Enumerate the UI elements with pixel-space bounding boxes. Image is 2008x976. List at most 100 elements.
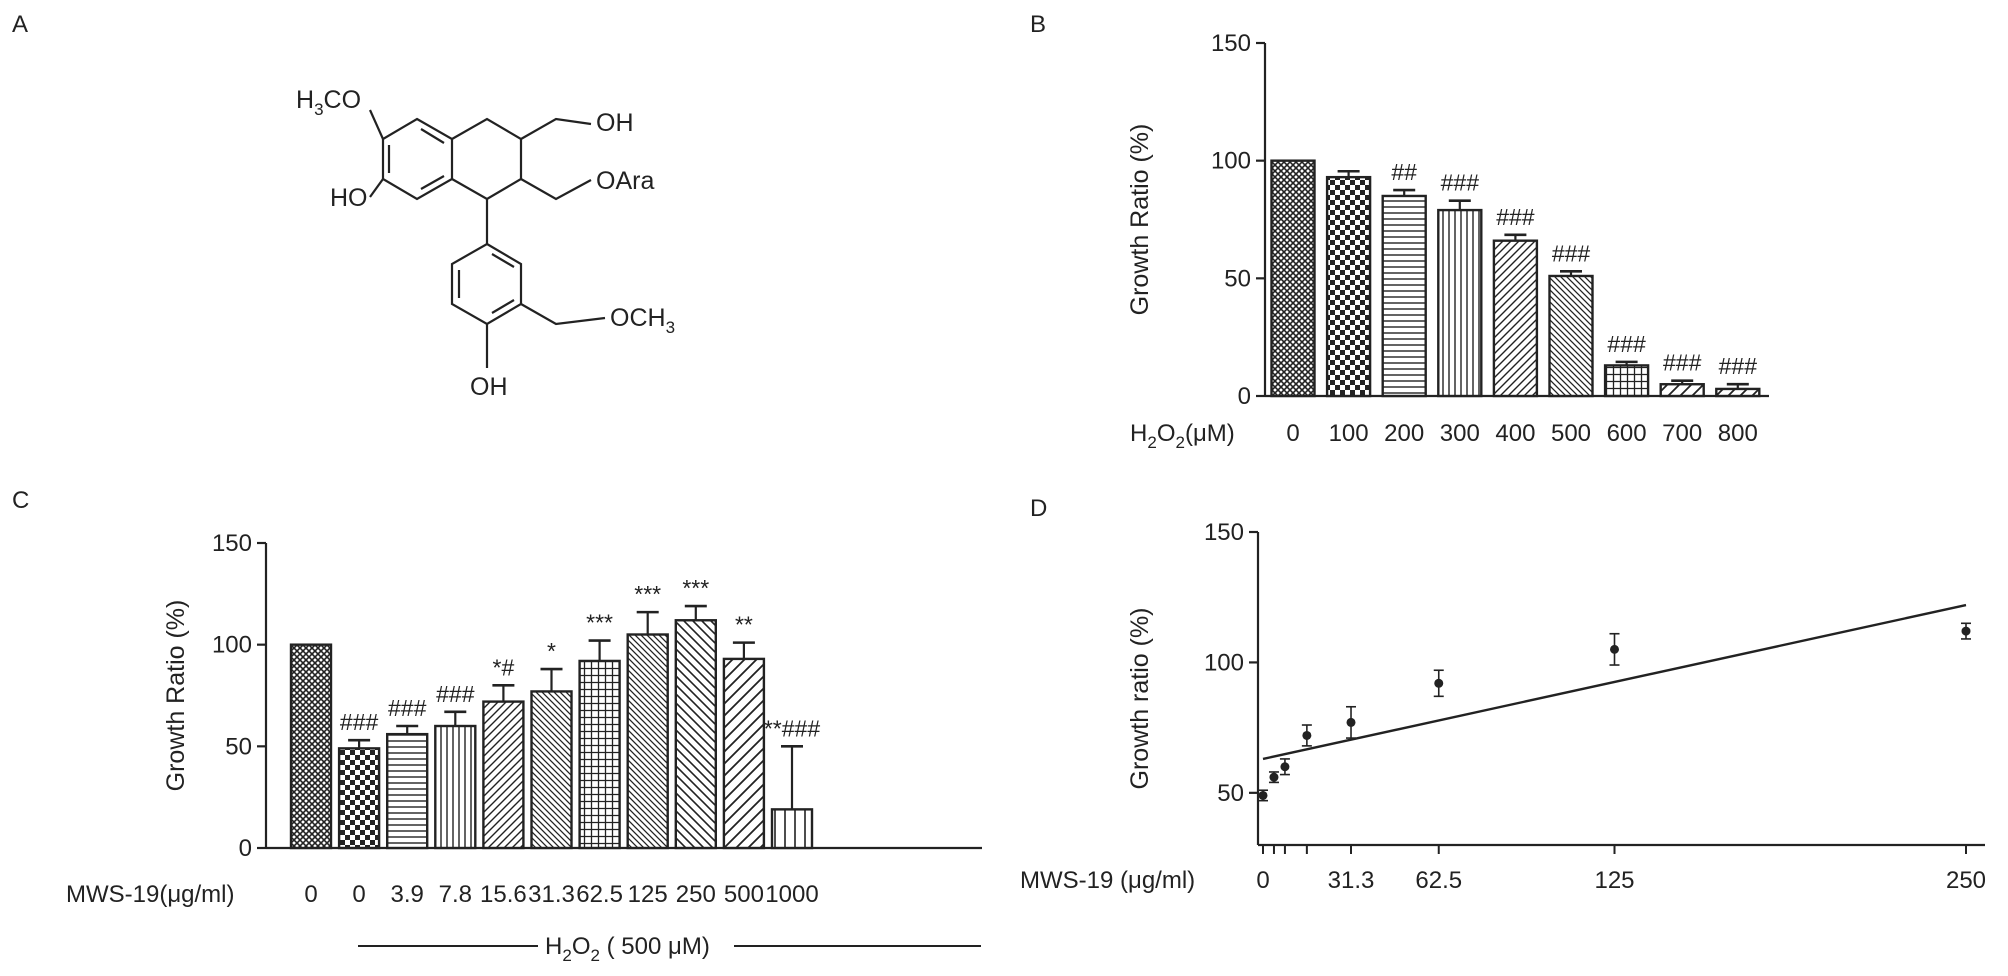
x-tick-label: 700 [1662, 420, 1702, 447]
x-tick-label: 1000 [765, 881, 818, 908]
data-point [1302, 730, 1312, 740]
x-tick-label: 200 [1384, 420, 1424, 447]
significance-label: ### [1496, 204, 1535, 230]
significance-label: *** [586, 610, 613, 636]
bar [434, 724, 477, 850]
x-tick-label: 62.5 [576, 881, 623, 908]
data-point [1434, 678, 1444, 688]
significance-label: ### [1719, 353, 1758, 379]
bar [1270, 159, 1316, 398]
significance-label: ### [1552, 240, 1591, 266]
svg-text:H2O2 ( 500 μM): H2O2 ( 500 μM) [545, 933, 710, 965]
svg-text:H3CO: H3CO [296, 86, 361, 119]
bar [386, 732, 429, 850]
x-tick-label: 100 [1329, 420, 1369, 447]
structure-label-och3: OCH3 [610, 304, 675, 337]
significance-label: ### [340, 709, 379, 735]
bar [1381, 194, 1427, 398]
significance-label: ### [1607, 331, 1646, 357]
bar [770, 808, 814, 850]
y-tick-label: 150 [1204, 519, 1244, 546]
significance-label: **### [764, 715, 820, 741]
data-point [1280, 762, 1290, 772]
x-tick-label: 400 [1495, 420, 1535, 447]
significance-label: ### [1663, 350, 1702, 376]
svg-text:H2O2(μM): H2O2(μM) [1130, 420, 1235, 452]
significance-label: *** [634, 581, 661, 607]
structure-label-oh-top: OH [596, 109, 634, 137]
bar [1492, 239, 1539, 398]
x-tick-label: 500 [1551, 420, 1591, 447]
chart-c: 0 50 100 150 Growth Ratio (%) 0 0 ### 3.9 ### 7.8 #… [162, 530, 982, 908]
chart-b-xaxis-label: H2O2(μM) [1130, 420, 1235, 452]
bar [1659, 383, 1705, 398]
bar [1603, 364, 1650, 398]
regression-line [1262, 603, 1967, 761]
bar [1548, 274, 1594, 398]
x-tick-label: 500 [724, 881, 764, 908]
svg-text:OCH3: OCH3 [610, 304, 675, 337]
structure-label-h3co: H3CO [296, 86, 361, 119]
bar [1325, 175, 1372, 398]
y-tick-label: 100 [1211, 148, 1251, 175]
chart-d: 50 100 150 Growth ratio (%) 0 31.3 62.5 125 250 [1126, 519, 1986, 894]
y-tick-label: 150 [1211, 30, 1251, 57]
x-tick-label: 0 [304, 881, 317, 908]
panel-letter-b: B [1030, 11, 1046, 38]
data-point [1258, 790, 1268, 800]
x-tick-label: 31.3 [528, 881, 575, 908]
data-point [1610, 644, 1619, 654]
chart-d-xaxis-label: MWS-19 (μg/ml) [1020, 867, 1195, 894]
significance-label: ### [1441, 170, 1480, 196]
x-tick-label: 15.6 [480, 881, 527, 908]
bar [530, 690, 573, 850]
significance-label: *** [682, 575, 709, 601]
x-tick-label: 250 [1946, 867, 1986, 894]
y-tick-label: 0 [1238, 383, 1251, 410]
x-tick-label: 31.3 [1328, 867, 1375, 894]
chart-b: 0 50 100 150 Growth Ratio (%) 0 100 200 ## 300 ###… [1126, 30, 1769, 447]
bar [482, 700, 525, 850]
y-axis-title: Growth Ratio (%) [1126, 124, 1154, 316]
x-tick-label: 800 [1718, 420, 1758, 447]
y-tick-label: 50 [225, 733, 252, 760]
y-tick-label: 50 [1217, 780, 1244, 807]
x-tick-label: 125 [628, 881, 668, 908]
x-tick-label: 3.9 [391, 881, 424, 908]
significance-label: ### [436, 681, 475, 707]
x-tick-label: 300 [1440, 420, 1480, 447]
data-point [1346, 717, 1356, 727]
x-tick-label: 600 [1607, 420, 1647, 447]
panel-b: B 0 50 100 150 Growth Ratio (%) 0 100 200 ## 300 #… [1030, 11, 1769, 452]
x-tick-label: 0 [352, 881, 365, 908]
x-tick-label: 7.8 [439, 881, 472, 908]
y-axis-title: Growth Ratio (%) [162, 600, 190, 792]
x-tick-label: 0 [1286, 420, 1299, 447]
chart-c-group-label: H2O2 ( 500 μM) [538, 930, 734, 965]
significance-label: ### [388, 695, 427, 721]
y-tick-label: 150 [212, 530, 252, 557]
panel-d: D 50 100 150 Growth ratio (%) 0 31.3 62.5 125 25… [1020, 495, 1986, 894]
significance-label: *# [493, 654, 515, 680]
bar [1437, 208, 1483, 398]
bar [722, 657, 766, 850]
x-tick-label: 250 [676, 881, 716, 908]
panel-letter-c: C [12, 487, 29, 514]
y-tick-label: 100 [212, 632, 252, 659]
significance-label: * [547, 638, 556, 664]
structure-label-ho: HO [330, 184, 368, 212]
chart-c-xaxis-label: MWS-19(μg/ml) [66, 881, 235, 908]
x-tick-label: 0 [1256, 867, 1269, 894]
x-tick-label: 62.5 [1415, 867, 1462, 894]
panel-a: A H3CO HO OH OA [12, 11, 675, 401]
bar [674, 619, 717, 850]
bar [337, 747, 381, 850]
bar [626, 633, 669, 850]
y-tick-label: 100 [1204, 649, 1244, 676]
panel-letter-a: A [12, 11, 28, 38]
structure-label-oh-bottom: OH [470, 373, 508, 401]
bar [289, 643, 333, 850]
structure-label-oara: OAra [596, 167, 654, 195]
y-axis-title: Growth ratio (%) [1126, 608, 1154, 790]
